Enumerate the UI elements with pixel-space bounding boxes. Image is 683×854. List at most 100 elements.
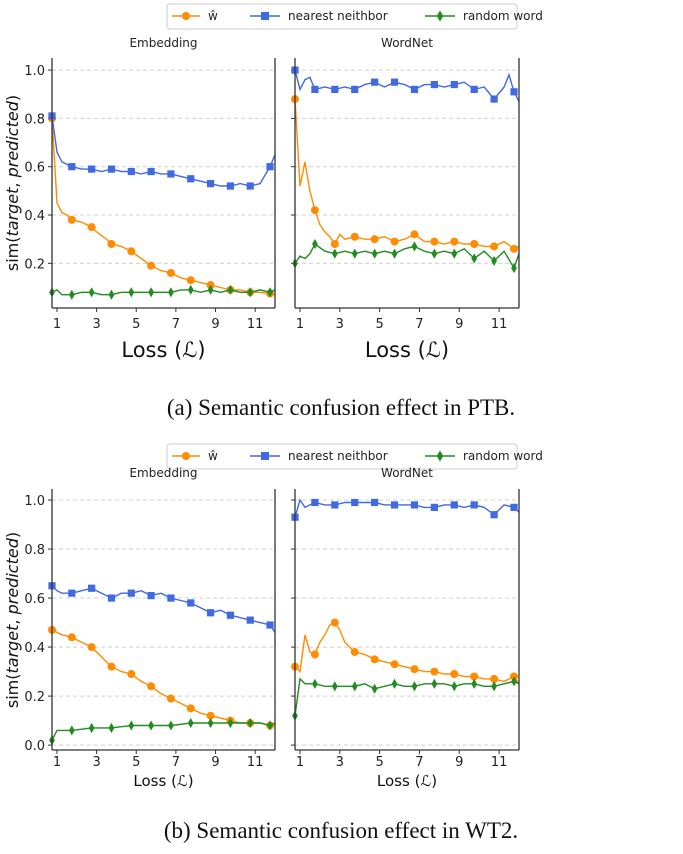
data-point bbox=[490, 95, 498, 103]
data-point bbox=[510, 88, 518, 96]
data-point bbox=[371, 498, 379, 507]
x-tick-label: 1 bbox=[296, 317, 304, 332]
data-point bbox=[128, 720, 135, 731]
y-tick-label: 1.0 bbox=[24, 494, 45, 509]
legend-diamond-marker bbox=[436, 10, 444, 22]
series-line bbox=[294, 99, 520, 250]
panel-embedding: Embedding 0.0 0.2 0.4 0.6 0.8 1.0 1 3 5 7 9 11 Loss (… bbox=[24, 466, 276, 790]
data-point bbox=[207, 718, 214, 729]
panel-wordnet: WordNet 1 3 5 7 9 11 Loss (ℒ) bbox=[291, 36, 520, 362]
data-point bbox=[451, 681, 458, 692]
y-axis-label-part: sim( bbox=[3, 674, 22, 709]
x-tick-label: 11 bbox=[491, 317, 508, 332]
x-tick-label: 7 bbox=[415, 755, 423, 770]
series-line bbox=[294, 69, 520, 102]
data-point bbox=[168, 720, 174, 731]
data-point bbox=[147, 261, 156, 270]
data-point bbox=[411, 241, 418, 252]
data-point bbox=[450, 670, 459, 679]
data-point bbox=[510, 503, 518, 511]
x-axis-label: Loss (ℒ) bbox=[377, 772, 437, 790]
data-point bbox=[350, 647, 359, 656]
data-point bbox=[470, 501, 478, 509]
y-tick-label: 0.2 bbox=[24, 690, 45, 705]
data-point bbox=[311, 85, 319, 94]
data-point bbox=[430, 667, 439, 676]
data-point bbox=[88, 165, 96, 173]
legend-box bbox=[166, 3, 518, 30]
x-tick-label: 9 bbox=[211, 317, 219, 332]
x-tick-label: 9 bbox=[455, 755, 463, 770]
data-point bbox=[511, 263, 517, 274]
x-tick-label: 9 bbox=[211, 755, 219, 770]
panel-title: Embedding bbox=[129, 466, 197, 480]
legend-square-marker bbox=[261, 12, 269, 20]
data-point bbox=[331, 248, 338, 259]
data-point bbox=[310, 650, 319, 659]
y-axis-label-part: , bbox=[3, 614, 22, 624]
x-tick-label: 5 bbox=[132, 317, 140, 332]
y-axis-label-part: target bbox=[3, 187, 22, 237]
data-point bbox=[351, 498, 359, 507]
data-point bbox=[391, 678, 398, 689]
legend-label: nearest neithbor bbox=[288, 9, 388, 23]
x-tick-label: 7 bbox=[172, 755, 180, 770]
data-point bbox=[451, 248, 458, 259]
data-point bbox=[350, 232, 359, 241]
legend-label: random word bbox=[463, 9, 543, 23]
x-tick-label: 11 bbox=[247, 317, 264, 332]
data-point bbox=[431, 678, 438, 689]
data-point bbox=[491, 255, 497, 266]
data-point bbox=[470, 239, 479, 248]
data-point bbox=[331, 501, 339, 509]
data-point bbox=[226, 611, 234, 619]
data-point bbox=[127, 670, 136, 679]
panel-embedding: Embedding 0.2 0.4 0.6 0.8 1.0 1 3 5 7 9 11 Loss (ℒ) bbox=[24, 36, 276, 362]
data-point bbox=[510, 244, 519, 253]
data-point bbox=[227, 284, 234, 295]
series-square bbox=[48, 582, 276, 633]
legend-circle-marker bbox=[182, 452, 190, 460]
data-point bbox=[167, 594, 175, 602]
series-line bbox=[294, 677, 520, 716]
data-point bbox=[267, 287, 273, 298]
data-point bbox=[148, 720, 154, 731]
data-point bbox=[226, 182, 234, 190]
legend-square-marker bbox=[261, 452, 269, 460]
x-tick-label: 5 bbox=[375, 755, 383, 770]
data-point bbox=[127, 167, 135, 176]
data-point bbox=[107, 165, 116, 173]
data-point bbox=[147, 592, 155, 600]
data-point bbox=[246, 182, 254, 190]
data-point bbox=[107, 662, 116, 671]
y-tick-label: 1.0 bbox=[24, 64, 45, 79]
x-tick-label: 11 bbox=[491, 755, 508, 770]
series-diamond bbox=[49, 718, 276, 746]
data-point bbox=[127, 589, 135, 597]
data-point bbox=[87, 223, 96, 232]
x-tick-label: 5 bbox=[375, 317, 383, 332]
series-line bbox=[51, 115, 276, 187]
series-square bbox=[291, 66, 520, 103]
data-point bbox=[490, 511, 498, 519]
y-tick-label: 0.6 bbox=[24, 592, 45, 607]
legend-circle-marker bbox=[182, 12, 190, 20]
data-point bbox=[331, 85, 339, 94]
y-tick-label: 0.4 bbox=[24, 641, 45, 656]
data-point bbox=[68, 289, 75, 300]
data-point bbox=[186, 276, 195, 285]
data-point bbox=[88, 584, 96, 592]
data-point bbox=[371, 683, 378, 694]
data-point bbox=[187, 718, 194, 729]
caption: (b) Semantic confusion effect in WT2. bbox=[164, 818, 518, 843]
series-line bbox=[294, 621, 520, 685]
x-tick-label: 5 bbox=[132, 755, 140, 770]
data-point bbox=[371, 248, 378, 259]
x-tick-label: 3 bbox=[92, 755, 100, 770]
data-point bbox=[450, 80, 458, 89]
subfigure-a: ŵ nearest neithbor random word Embedding 0.2… bbox=[3, 3, 543, 420]
data-point bbox=[391, 248, 398, 259]
y-axis-label-part: target bbox=[3, 624, 22, 674]
x-axis-label: Loss (ℒ) bbox=[121, 338, 205, 362]
x-tick-label: 7 bbox=[172, 317, 180, 332]
